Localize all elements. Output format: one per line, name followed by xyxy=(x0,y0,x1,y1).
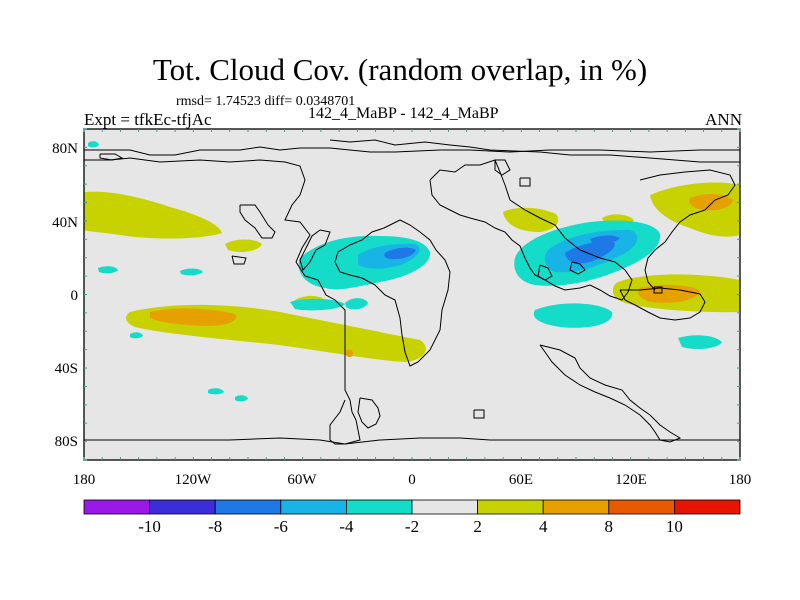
negative-patch xyxy=(290,298,345,311)
frame-ticks xyxy=(83,128,741,461)
stats-text: rmsd= 1.74523 diff= 0.0348701 xyxy=(176,94,356,109)
colorbar-swatch xyxy=(674,499,741,515)
negative-patch xyxy=(208,388,224,395)
negative-patch xyxy=(533,303,613,328)
lon-tick-label: 60E xyxy=(509,472,533,488)
coastline xyxy=(519,177,531,187)
colorbar-label: 2 xyxy=(473,517,482,536)
colorbar-label: -10 xyxy=(138,517,161,536)
positive-strong-patch xyxy=(150,308,237,326)
coastline xyxy=(84,437,740,445)
season-label: ANN xyxy=(705,110,742,129)
coastline xyxy=(329,139,740,163)
lat-tick-label: 80S xyxy=(55,434,78,450)
coastline xyxy=(639,169,736,291)
negative-patch xyxy=(235,395,248,402)
coastline xyxy=(537,264,553,281)
colorbar-label: -4 xyxy=(339,517,354,536)
positive-patch xyxy=(503,207,559,232)
colorbar-swatch xyxy=(411,499,478,515)
lat-tick-label: 0 xyxy=(71,288,79,304)
lon-tick-label: 180 xyxy=(73,472,96,488)
anomaly-fields xyxy=(84,139,740,445)
negative-patch xyxy=(678,335,722,350)
positive-patch xyxy=(225,239,262,252)
coastline xyxy=(357,397,381,429)
positive-strong-patch xyxy=(689,194,733,211)
negative-patch xyxy=(98,266,118,274)
colorbar-label: 8 xyxy=(605,517,614,536)
colorbar-swatch xyxy=(83,499,150,515)
negative-patch xyxy=(345,298,368,310)
coastline xyxy=(429,159,633,301)
lon-tick-label: 180 xyxy=(729,472,752,488)
coastline xyxy=(239,204,276,239)
positive-strong-patch xyxy=(345,349,354,358)
coastline xyxy=(473,409,485,419)
lat-tick-label: 40S xyxy=(55,361,78,377)
coastline xyxy=(619,287,706,321)
lon-tick-label: 120W xyxy=(175,472,213,488)
colorbar-swatch xyxy=(477,499,544,515)
coastlines xyxy=(84,139,740,445)
experiment-label: Expt = tfkEc-tfjAc xyxy=(84,110,212,129)
colorbar-label: -8 xyxy=(208,517,222,536)
colorbar-label: -2 xyxy=(405,517,419,536)
coastline xyxy=(334,219,451,367)
negative-core-patch xyxy=(565,241,615,264)
negative-core-patch xyxy=(384,247,416,260)
coastline xyxy=(84,157,361,445)
negative-core-patch xyxy=(590,235,620,244)
coastline xyxy=(84,146,740,156)
lon-tick-label: 120E xyxy=(615,472,647,488)
coastline xyxy=(653,286,663,294)
coastline xyxy=(99,153,124,161)
lat-tick-label: 80N xyxy=(52,141,78,157)
colorbar: -10 -8 -6 -4 -2 2 4 8 10 xyxy=(83,499,741,536)
colorbar-swatch xyxy=(214,499,282,515)
colorbar-swatch xyxy=(608,499,675,515)
colorbar-label: 4 xyxy=(539,517,548,536)
coastline xyxy=(569,261,586,275)
colorbar-label: 10 xyxy=(666,517,683,536)
lon-tick-label: 60W xyxy=(287,472,317,488)
negative-patch xyxy=(180,268,203,276)
axis-labels: 80N 40N 0 40S 80S 180 120W 60W 0 60E 120E 180 xyxy=(52,141,751,488)
case-label: 142_4_MaBP - 142_4_MaBP xyxy=(308,105,499,122)
lat-tick-label: 40N xyxy=(52,215,78,231)
coastline xyxy=(299,229,331,272)
positive-patch xyxy=(84,191,222,239)
chart-title: Tot. Cloud Cov. (random overlap, in %) xyxy=(152,52,648,87)
coastline xyxy=(494,159,511,176)
colorbar-swatch xyxy=(280,499,347,515)
colorbar-swatch xyxy=(542,499,610,515)
colorbar-swatch xyxy=(149,499,216,515)
coastline xyxy=(231,255,247,265)
negative-patch xyxy=(88,141,99,148)
colorbar-swatch xyxy=(345,499,413,515)
negative-patch xyxy=(130,332,143,339)
lon-tick-label: 0 xyxy=(408,472,416,488)
colorbar-label: -6 xyxy=(274,517,288,536)
